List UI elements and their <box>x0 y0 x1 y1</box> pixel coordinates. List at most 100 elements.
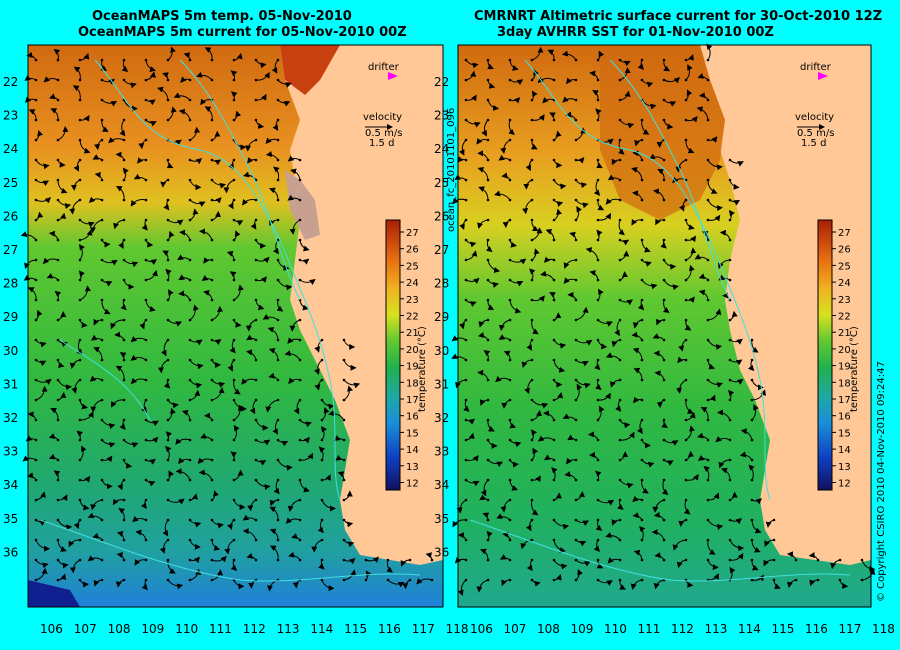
current-vector-origin <box>574 538 578 542</box>
current-vector <box>189 359 204 370</box>
colorbar-tick-label: 22 <box>406 312 419 323</box>
current-vector <box>79 445 87 461</box>
current-vector-origin <box>144 278 148 282</box>
current-vector-origin <box>640 558 644 562</box>
current-vector-origin <box>684 438 688 442</box>
current-vector-origin <box>596 178 600 182</box>
current-vector-origin <box>706 98 710 102</box>
current-vector-origin <box>508 158 512 162</box>
current-vector <box>269 506 279 521</box>
current-vector-origin <box>530 398 534 402</box>
current-vector-origin <box>728 438 732 442</box>
current-vector <box>707 308 722 321</box>
current-vector-origin <box>342 538 346 542</box>
current-vector-origin <box>232 418 236 422</box>
current-vector-origin <box>486 498 490 502</box>
longitude-tick-label: 113 <box>705 622 728 636</box>
current-vector-origin <box>640 278 644 282</box>
current-vector-origin <box>640 398 644 402</box>
current-vector-origin <box>508 558 512 562</box>
current-vector-origin <box>530 538 534 542</box>
current-vector-origin <box>166 358 170 362</box>
current-vector-origin <box>100 118 104 122</box>
longitude-tick-label: 107 <box>74 622 97 636</box>
longitude-tick-label: 115 <box>344 622 367 636</box>
current-vector-origin <box>122 358 126 362</box>
current-vector-origin <box>662 518 666 522</box>
current-vector <box>553 359 566 373</box>
current-vector-origin <box>486 538 490 542</box>
current-vector-origin <box>684 278 688 282</box>
current-vector-origin <box>486 418 490 422</box>
current-vector-origin <box>122 258 126 262</box>
current-vector-origin <box>552 498 556 502</box>
current-vector-origin <box>276 538 280 542</box>
current-vector-origin <box>210 578 214 582</box>
current-vector-origin <box>618 98 622 102</box>
current-vector-origin <box>464 198 468 202</box>
current-vector-origin <box>574 278 578 282</box>
current-vector-origin <box>254 518 258 522</box>
current-vector <box>79 229 93 241</box>
current-vector-origin <box>486 278 490 282</box>
current-vector-origin <box>508 338 512 342</box>
current-vector-origin <box>232 58 236 62</box>
current-vector-origin <box>100 258 104 262</box>
current-vector-origin <box>210 418 214 422</box>
current-vector-origin <box>166 58 170 62</box>
current-vector-origin <box>210 538 214 542</box>
current-vector <box>575 559 591 567</box>
current-vector-origin <box>254 298 258 302</box>
latitude-tick-label: 25 <box>434 176 449 190</box>
current-vector-origin <box>618 78 622 82</box>
current-vector-origin <box>728 318 732 322</box>
current-vector-origin <box>508 58 512 62</box>
left-title-line1: OceanMAPS 5m temp. 05-Nov-2010 <box>92 9 352 24</box>
current-vector <box>119 119 126 137</box>
current-vector-origin <box>684 358 688 362</box>
current-vector-origin <box>728 278 732 282</box>
current-vector-origin <box>320 378 324 382</box>
current-vector-origin <box>232 78 236 82</box>
current-vector-origin <box>706 298 710 302</box>
current-vector-origin <box>618 478 622 482</box>
colorbar-tick-label: 14 <box>838 445 851 456</box>
colorbar-tick-label: 16 <box>406 412 419 423</box>
current-vector-origin <box>596 418 600 422</box>
longitude-tick-label: 114 <box>310 622 333 636</box>
current-vector-origin <box>640 218 644 222</box>
current-vector-origin <box>56 158 60 162</box>
current-vector-origin <box>574 578 578 582</box>
current-vector-origin <box>684 218 688 222</box>
current-vector-origin <box>750 358 754 362</box>
current-vector-origin <box>552 398 556 402</box>
current-vector-origin <box>100 238 104 242</box>
current-vector-origin <box>78 138 82 142</box>
current-vector-origin <box>34 558 38 562</box>
current-vector-origin <box>662 318 666 322</box>
current-vector-origin <box>618 418 622 422</box>
current-vector-origin <box>144 98 148 102</box>
current-vector-origin <box>662 498 666 502</box>
current-vector <box>715 436 731 443</box>
current-vector-origin <box>254 498 258 502</box>
current-vector-origin <box>596 518 600 522</box>
current-vector-origin <box>750 518 754 522</box>
current-vector <box>272 419 279 435</box>
current-vector-origin <box>342 438 346 442</box>
current-vector <box>675 159 687 173</box>
current-vector-origin <box>276 338 280 342</box>
longitude-tick-label: 112 <box>243 622 266 636</box>
current-vector <box>175 468 191 481</box>
current-vector <box>459 139 467 156</box>
current-vector-origin <box>210 518 214 522</box>
current-vector <box>233 284 244 301</box>
current-vector-origin <box>56 58 60 62</box>
right-map-frame <box>457 44 872 608</box>
current-vector-origin <box>298 398 302 402</box>
current-vector <box>27 287 37 301</box>
current-vector-origin <box>662 98 666 102</box>
current-vector-origin <box>276 478 280 482</box>
current-vector <box>204 47 213 61</box>
current-vector-origin <box>298 218 302 222</box>
